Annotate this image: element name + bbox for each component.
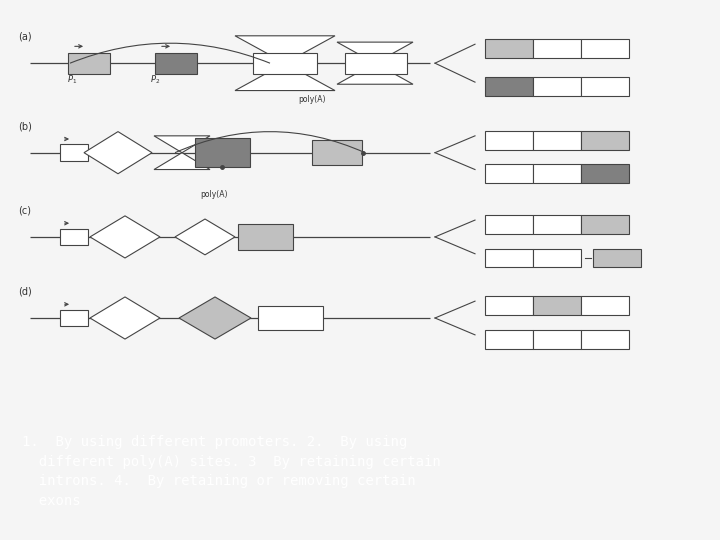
Bar: [253, 53, 317, 74]
Bar: [312, 140, 362, 165]
Text: $P_1$: $P_1$: [67, 73, 77, 86]
Text: (d): (d): [18, 286, 32, 296]
Polygon shape: [154, 136, 210, 170]
Polygon shape: [90, 297, 160, 339]
Bar: [581, 215, 629, 234]
Bar: [533, 248, 581, 267]
Bar: [533, 39, 581, 58]
Text: poly(A): poly(A): [200, 190, 228, 199]
Polygon shape: [84, 132, 152, 174]
Bar: [485, 248, 533, 267]
Bar: [533, 296, 581, 315]
Bar: [581, 164, 629, 183]
Bar: [485, 296, 533, 315]
Bar: [485, 329, 533, 348]
Bar: [60, 144, 88, 161]
Bar: [581, 39, 629, 58]
Text: (a): (a): [18, 31, 32, 42]
Polygon shape: [179, 297, 251, 339]
Bar: [485, 39, 533, 58]
Bar: [533, 329, 581, 348]
Bar: [238, 224, 293, 249]
Bar: [345, 53, 407, 74]
Bar: [60, 228, 88, 245]
Bar: [258, 306, 323, 329]
Text: (c): (c): [18, 205, 31, 215]
Polygon shape: [235, 36, 335, 91]
Bar: [533, 77, 581, 96]
Bar: [533, 131, 581, 150]
Bar: [68, 53, 110, 74]
Text: (b): (b): [18, 121, 32, 131]
Bar: [533, 164, 581, 183]
Bar: [485, 77, 533, 96]
Bar: [581, 296, 629, 315]
Text: $P_2$: $P_2$: [150, 73, 160, 86]
Bar: [581, 329, 629, 348]
Bar: [195, 138, 250, 167]
Polygon shape: [175, 219, 235, 255]
Bar: [155, 53, 197, 74]
Text: poly(A): poly(A): [298, 95, 325, 104]
Polygon shape: [90, 216, 160, 258]
Bar: [581, 131, 629, 150]
Bar: [485, 131, 533, 150]
Bar: [60, 309, 88, 326]
Text: 1.  By using different promoters. 2.  By using
  different poly(A) sites. 3  By : 1. By using different promoters. 2. By u…: [22, 435, 441, 508]
Bar: [485, 215, 533, 234]
Polygon shape: [337, 42, 413, 84]
Bar: [533, 215, 581, 234]
Bar: [485, 164, 533, 183]
Bar: [581, 77, 629, 96]
Bar: [593, 248, 641, 267]
